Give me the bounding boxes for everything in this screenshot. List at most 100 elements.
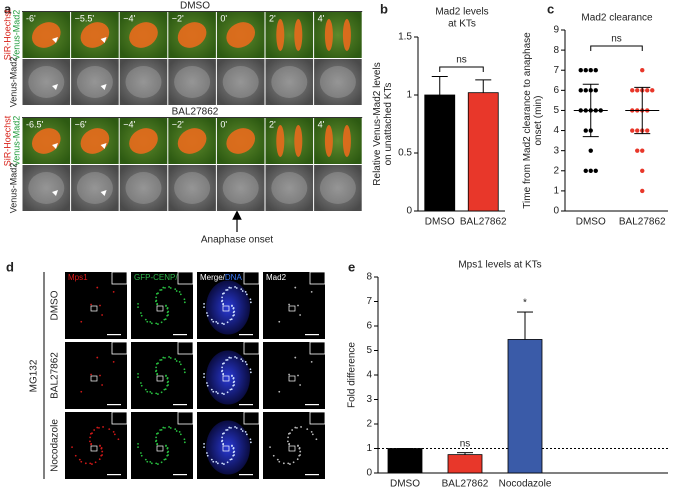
speckle (210, 318, 213, 321)
chromosomes (129, 22, 158, 48)
scale-bar (173, 474, 187, 476)
speckle (216, 462, 219, 465)
y-axis-label: Relative Venus-Mad2 levels (372, 62, 383, 185)
cell-glow (76, 172, 113, 204)
merge-tile (314, 118, 362, 164)
chart-title: Mps1 levels at KTs (458, 260, 541, 271)
speckle (215, 390, 218, 393)
speckle (226, 429, 229, 431)
speckle (157, 362, 159, 365)
scale-bar (173, 404, 187, 406)
speckle (91, 463, 93, 465)
speckle (230, 286, 232, 289)
speckle (160, 321, 163, 324)
x-tick-label: BAL27862 (460, 217, 507, 228)
y-tick-label: 0 (553, 206, 559, 217)
y-tick-label: 2 (366, 419, 372, 430)
speckle (232, 447, 235, 450)
roi-box (90, 305, 98, 312)
speckle (228, 426, 231, 429)
y-tick-label: 6 (553, 85, 559, 96)
speckle (203, 376, 205, 379)
bar (507, 339, 543, 474)
column-label: Merge/DNA (200, 273, 242, 282)
dna-stain (206, 420, 250, 475)
cell-glow (271, 172, 308, 204)
speckle (276, 458, 279, 461)
gray-tile (265, 165, 314, 211)
speckle (222, 372, 225, 375)
speckle (215, 460, 218, 463)
speckle (287, 462, 290, 465)
speckle (98, 458, 101, 461)
speckle (164, 356, 166, 359)
speckle (89, 462, 92, 465)
speckle (298, 447, 301, 450)
speckle (221, 436, 224, 439)
speckle (157, 463, 159, 465)
roi-box (288, 445, 296, 452)
gray-tile (314, 59, 362, 105)
speckle (168, 426, 170, 428)
speckle (232, 381, 235, 384)
speckle (155, 299, 158, 302)
data-point (578, 68, 583, 73)
chromosomes (226, 22, 256, 48)
speckle (229, 458, 232, 461)
gray-tile (216, 165, 265, 211)
speckle (94, 461, 97, 464)
chromosomes (129, 128, 158, 154)
speckle (144, 388, 147, 391)
speckle (278, 320, 281, 323)
speckle (90, 303, 92, 306)
speckle (221, 366, 224, 369)
speckle (231, 305, 233, 307)
speckle (108, 428, 111, 431)
speckle (212, 390, 215, 393)
speckle (306, 428, 309, 431)
time-label: −2' (172, 13, 184, 23)
panel-label: a (4, 1, 12, 16)
speckle (155, 366, 158, 369)
cell-glow (271, 66, 308, 98)
speckle (241, 430, 244, 432)
speckle (183, 371, 186, 374)
speckle (221, 462, 224, 465)
chromosomes (324, 19, 333, 51)
chromosomes (31, 128, 61, 154)
chromosomes (276, 125, 285, 157)
y-tick-label: 0.5 (398, 148, 412, 159)
speckle (168, 356, 170, 358)
speckle (294, 356, 297, 359)
x-tick-label: BAL27862 (442, 479, 489, 488)
speckle (102, 426, 104, 428)
bar (387, 448, 423, 474)
speckle (221, 392, 224, 395)
speckle (244, 430, 247, 433)
speckle (98, 426, 100, 429)
speckle (287, 436, 290, 439)
speckle (288, 303, 290, 306)
speckle (174, 288, 177, 291)
y-axis-label: Time from Mad2 clearance to anaphase (522, 32, 533, 209)
speckle (289, 432, 291, 435)
speckle (99, 304, 101, 307)
panel-label: e (348, 259, 355, 274)
merge-tile (314, 12, 362, 58)
speckle (155, 462, 158, 465)
gray-tile (71, 59, 119, 105)
speckle (226, 321, 229, 324)
group-title: BAL27862 (172, 107, 219, 118)
data-point (593, 68, 598, 73)
roi-box (90, 375, 98, 382)
cell-glow (174, 172, 211, 204)
inset (177, 341, 194, 355)
speckle (155, 369, 158, 372)
speckle (100, 454, 103, 457)
chromosomes (294, 19, 303, 51)
scale-bar (107, 404, 121, 406)
x-tick-label: DMSO (425, 217, 455, 228)
speckle (235, 357, 238, 359)
kt-arrowhead (52, 84, 58, 90)
data-point (650, 88, 655, 93)
